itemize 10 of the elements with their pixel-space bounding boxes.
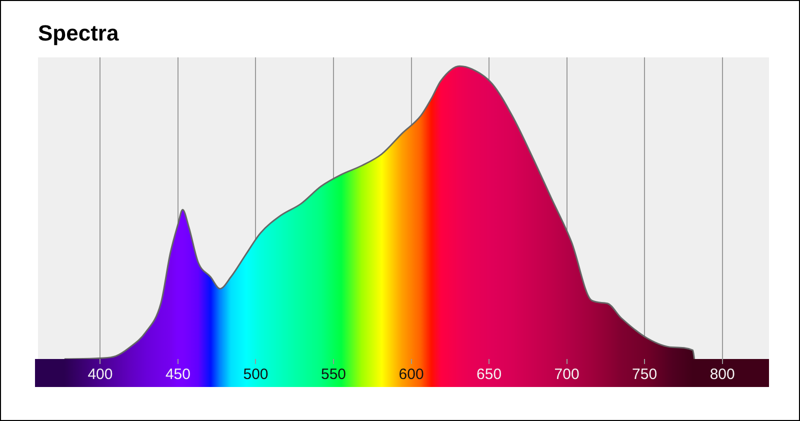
x-tick-label: 800: [710, 366, 735, 384]
x-tick-label: 500: [243, 366, 268, 384]
x-tick-label: 400: [88, 366, 113, 384]
chart-title: Spectra: [38, 20, 120, 46]
x-tick-label: 450: [165, 366, 190, 384]
x-tick-label: 700: [554, 366, 580, 384]
x-tick-label: 650: [476, 366, 502, 384]
x-tick-label: 550: [320, 366, 346, 384]
x-tick-label: 750: [632, 366, 658, 384]
x-tick-label: 600: [398, 366, 424, 384]
